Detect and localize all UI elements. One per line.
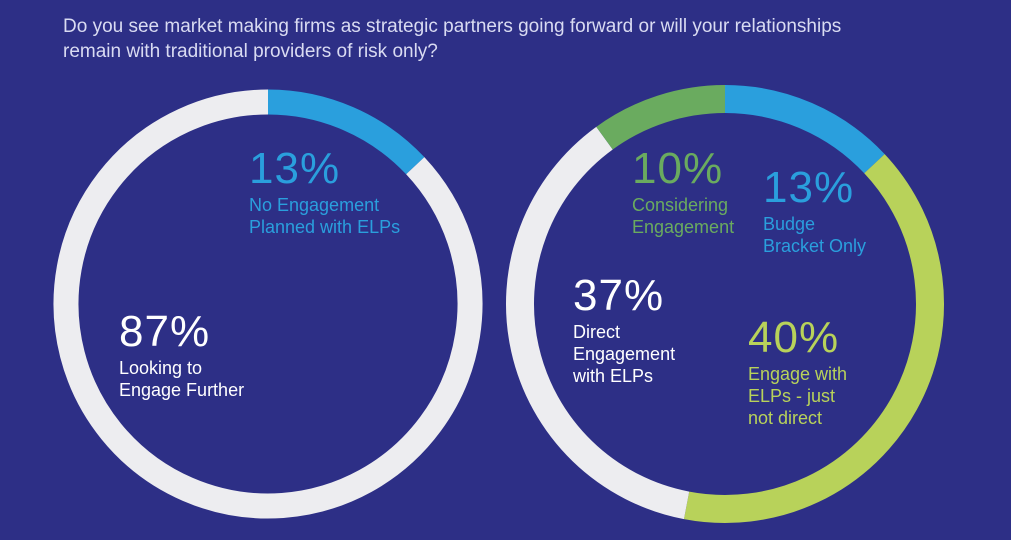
right-donut-slice-2 xyxy=(683,154,944,523)
right-slice-description-direct: Direct Engagement with ELPs xyxy=(573,322,676,386)
left-slice-description-1: No Engagement Planned with ELPs xyxy=(249,195,401,237)
left-donut-slice-2 xyxy=(53,89,483,519)
right-slice-label-budge-bracket: 13% Budge Bracket Only xyxy=(763,166,866,257)
donut-chart-left xyxy=(53,89,483,519)
left-slice-label-engage-further: 87% Looking to Engage Further xyxy=(119,310,244,401)
right-donut-slice-4 xyxy=(596,85,726,150)
left-donut-slice-1 xyxy=(267,89,425,175)
right-donut-slice-1 xyxy=(724,85,885,174)
left-slice-percent-1: 13% xyxy=(249,144,341,193)
left-slice-percent-2: 87% xyxy=(119,307,211,356)
right-slice-percent-considering: 10% xyxy=(632,144,724,193)
donut-chart-right xyxy=(506,85,944,523)
right-slice-label-direct: 37% Direct Engagement with ELPs xyxy=(573,274,675,387)
right-slice-label-considering: 10% Considering Engagement xyxy=(632,147,734,238)
right-slice-label-engage-with-elps: 40% Engage with ELPs - just not direct xyxy=(748,316,847,429)
right-slice-percent-engage: 40% xyxy=(748,313,840,362)
right-slice-percent-budge: 13% xyxy=(763,163,855,212)
right-slice-description-budge: Budge Bracket Only xyxy=(763,214,867,256)
right-donut-slice-3 xyxy=(506,126,690,520)
right-slice-description-engage: Engage with ELPs - just not direct xyxy=(748,364,848,428)
page-title: Do you see market making firms as strate… xyxy=(63,16,842,62)
left-slice-description-2: Looking to Engage Further xyxy=(119,358,245,400)
right-slice-percent-direct: 37% xyxy=(573,271,665,320)
right-slice-description-considering: Considering Engagement xyxy=(632,195,735,237)
left-slice-label-no-engagement: 13% No Engagement Planned with ELPs xyxy=(249,147,400,238)
